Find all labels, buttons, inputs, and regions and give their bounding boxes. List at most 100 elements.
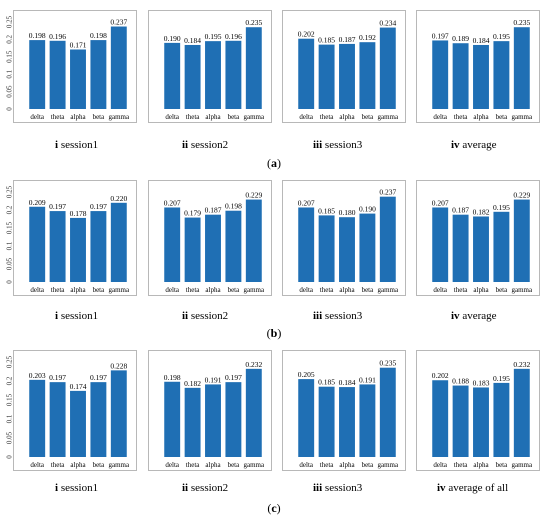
x-tick-label: gamma <box>511 461 532 469</box>
bar-chart-a-iii: 0.202 delta 0.185 theta 0.187 alpha 0.192 beta 0… <box>298 19 399 121</box>
panel-caption: iii session3 <box>313 310 363 322</box>
y-tick-label: 0.2 <box>6 35 14 44</box>
bar <box>379 27 396 109</box>
data-label: 0.195 <box>493 32 510 41</box>
x-tick-label: delta <box>30 113 44 121</box>
panel-caption: i session1 <box>55 310 99 322</box>
x-tick-label: theta <box>320 113 334 121</box>
bar <box>184 387 201 457</box>
data-label: 0.184 <box>339 378 356 387</box>
panel-frame <box>416 10 540 123</box>
y-tick-label: 0.2 <box>6 376 14 385</box>
data-label: 0.229 <box>245 191 262 200</box>
x-tick-label: alpha <box>70 286 86 294</box>
y-tick-label: 0 <box>6 280 14 284</box>
panel-frame <box>282 350 406 471</box>
x-tick-label: alpha <box>205 113 221 121</box>
y-tick-label: 0.05 <box>6 257 14 270</box>
data-label: 0.220 <box>110 194 127 203</box>
x-tick-label: theta <box>454 461 468 469</box>
x-tick-label: beta <box>362 286 375 294</box>
x-tick-label: alpha <box>473 286 489 294</box>
data-label: 0.190 <box>359 205 376 214</box>
x-tick-label: delta <box>30 286 44 294</box>
x-tick-label: delta <box>299 286 313 294</box>
x-tick-label: theta <box>186 461 200 469</box>
bar <box>298 38 315 109</box>
y-tick-label: 0.15 <box>6 393 14 406</box>
data-label: 0.232 <box>245 360 262 369</box>
bar <box>359 42 376 109</box>
x-tick-label: delta <box>299 461 313 469</box>
data-label: 0.207 <box>298 198 315 207</box>
y-tick-label: 0 <box>6 455 14 459</box>
data-label: 0.198 <box>29 31 46 40</box>
x-tick-label: delta <box>433 113 447 121</box>
data-label: 0.203 <box>29 371 46 380</box>
bar <box>70 390 86 457</box>
bar <box>245 199 262 282</box>
data-label: 0.197 <box>432 31 449 40</box>
bar <box>49 40 66 109</box>
data-label: 0.235 <box>245 18 262 27</box>
bar-chart-c-ii: 0.198 delta 0.182 theta 0.191 alpha 0.197 beta 0… <box>164 360 265 469</box>
x-tick-label: beta <box>362 461 375 469</box>
x-tick-label: delta <box>433 286 447 294</box>
bar-chart-a-iv: 0.197 delta 0.189 theta 0.184 alpha 0.195 beta 0… <box>432 18 533 121</box>
bar <box>29 379 46 457</box>
data-label: 0.191 <box>205 375 222 384</box>
x-tick-label: alpha <box>473 461 489 469</box>
data-label: 0.205 <box>298 370 315 379</box>
x-tick-label: alpha <box>339 286 355 294</box>
bar <box>29 40 46 109</box>
x-tick-label: theta <box>51 113 65 121</box>
bar-chart-b-ii: 0.207 delta 0.179 theta 0.187 alpha 0.198 beta 0… <box>164 191 265 294</box>
y-axis-row-a: 0 0.05 0.1 0.15 0.2 0.25 <box>6 15 14 111</box>
bar <box>225 210 242 282</box>
y-tick-label: 0.15 <box>6 221 14 234</box>
y-axis-row-c: 0 0.05 0.1 0.15 0.2 0.25 <box>6 355 14 459</box>
bar <box>513 368 530 457</box>
x-tick-label: gamma <box>511 113 532 121</box>
bar <box>164 207 181 282</box>
x-tick-label: theta <box>186 113 200 121</box>
bar-chart-c-iv: 0.202 delta 0.188 theta 0.183 alpha 0.195 beta 0… <box>432 360 533 469</box>
panel-caption: ii session2 <box>182 310 229 322</box>
data-label: 0.196 <box>225 32 242 41</box>
bar <box>452 214 469 282</box>
data-label: 0.202 <box>432 371 449 380</box>
data-label: 0.235 <box>513 18 530 27</box>
bar <box>432 380 449 457</box>
bar <box>318 44 335 110</box>
x-tick-label: delta <box>299 113 313 121</box>
data-label: 0.187 <box>452 206 469 215</box>
y-tick-label: 0.25 <box>6 355 14 368</box>
data-label: 0.187 <box>205 206 222 215</box>
y-tick-label: 0.25 <box>6 15 14 28</box>
bar <box>452 43 469 110</box>
y-tick-label: 0 <box>6 107 14 111</box>
bar-chart-a-i: 0.198 delta 0.196 theta 0.171 alpha 0.198 beta 0… <box>29 18 130 121</box>
x-tick-label: gamma <box>243 461 264 469</box>
data-label: 0.178 <box>70 209 87 218</box>
panel-frame <box>282 180 406 296</box>
row-label: (b) <box>266 326 282 340</box>
bar <box>110 370 127 457</box>
panel-caption: ii session2 <box>182 139 229 151</box>
x-tick-label: beta <box>496 461 509 469</box>
bar <box>49 211 66 282</box>
data-label: 0.185 <box>318 378 335 387</box>
bar <box>493 211 510 282</box>
x-tick-label: beta <box>228 461 241 469</box>
y-tick-label: 0.1 <box>6 69 14 78</box>
data-label: 0.171 <box>70 40 87 49</box>
x-tick-label: delta <box>165 286 179 294</box>
bar <box>29 206 46 282</box>
panel-frame <box>282 10 406 123</box>
x-tick-label: beta <box>93 286 106 294</box>
data-label: 0.196 <box>49 32 66 41</box>
row-label: (a) <box>267 156 281 170</box>
bar <box>110 202 127 282</box>
bar <box>225 40 242 109</box>
